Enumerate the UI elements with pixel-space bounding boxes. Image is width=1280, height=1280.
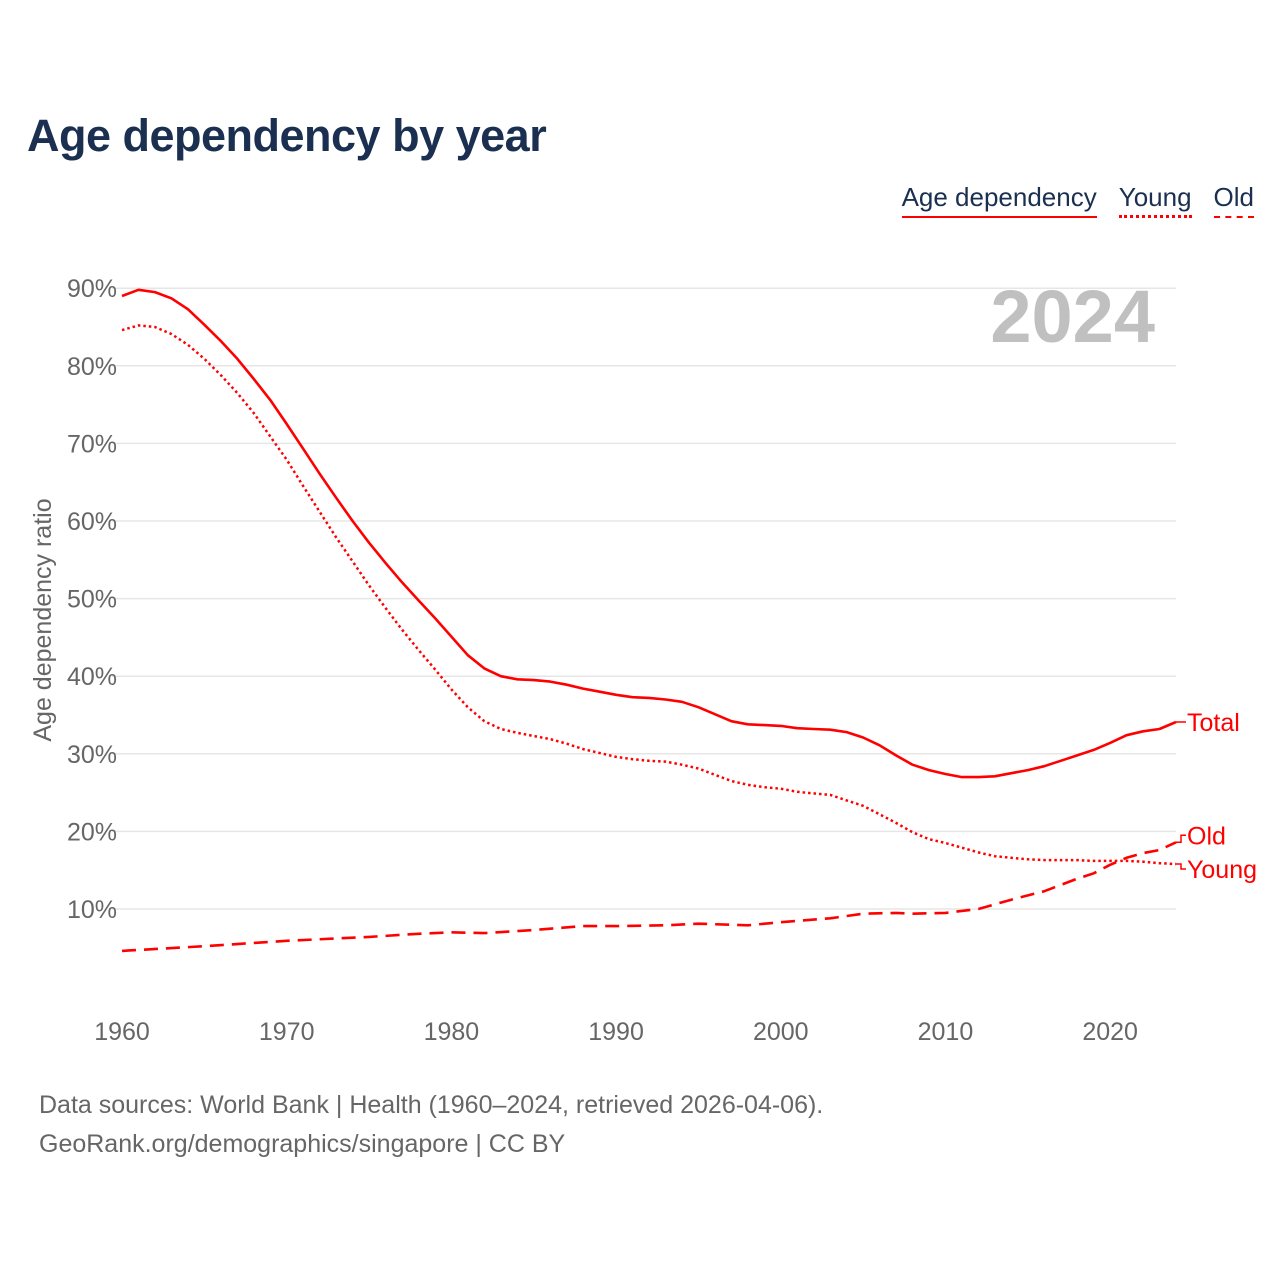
- source-link[interactable]: GeoRank.org/demographics/singapore | CC …: [39, 1130, 566, 1158]
- x-tick-label: 2010: [918, 1018, 974, 1046]
- legend: Age dependency Young Old: [901, 182, 1254, 218]
- y-tick-label: 90%: [67, 275, 117, 303]
- chart-title: Age dependency by year: [27, 110, 547, 161]
- end-label-old: Old: [1187, 822, 1226, 850]
- end-label-connector: [1176, 863, 1186, 870]
- legend-item-age-dependency[interactable]: Age dependency: [901, 182, 1097, 218]
- y-tick-label: 70%: [67, 430, 117, 458]
- y-tick-label: 30%: [67, 741, 117, 769]
- series-line-total: [121, 288, 1177, 779]
- footer: Data sources: World Bank | Health (1960–…: [39, 1086, 823, 1164]
- x-tick-label: 2020: [1082, 1018, 1138, 1046]
- end-label-young: Young: [1187, 856, 1257, 884]
- series-line-young: [121, 324, 1177, 866]
- series-line-old: [121, 841, 1177, 953]
- y-tick-label: 50%: [67, 586, 117, 614]
- x-tick-label: 1990: [588, 1018, 644, 1046]
- y-tick-label: 40%: [67, 663, 117, 691]
- x-tick-label: 2000: [753, 1018, 809, 1046]
- x-tick-label: 1960: [94, 1018, 150, 1046]
- year-watermark: 2024: [990, 275, 1155, 358]
- legend-item-young[interactable]: Young: [1118, 182, 1192, 218]
- x-tick-label: 1970: [259, 1018, 315, 1046]
- y-tick-label: 20%: [67, 818, 117, 846]
- legend-item-old[interactable]: Old: [1213, 182, 1254, 218]
- x-tick-label: 1980: [424, 1018, 480, 1046]
- y-axis-label: Age dependency ratio: [29, 498, 57, 741]
- end-label-connector: [1176, 834, 1186, 844]
- y-tick-label: 80%: [67, 353, 117, 381]
- data-source-text: Data sources: World Bank | Health (1960–…: [39, 1091, 824, 1119]
- y-tick-label: 10%: [67, 896, 117, 924]
- y-tick-label: 60%: [67, 508, 117, 536]
- end-label-total: Total: [1187, 709, 1240, 737]
